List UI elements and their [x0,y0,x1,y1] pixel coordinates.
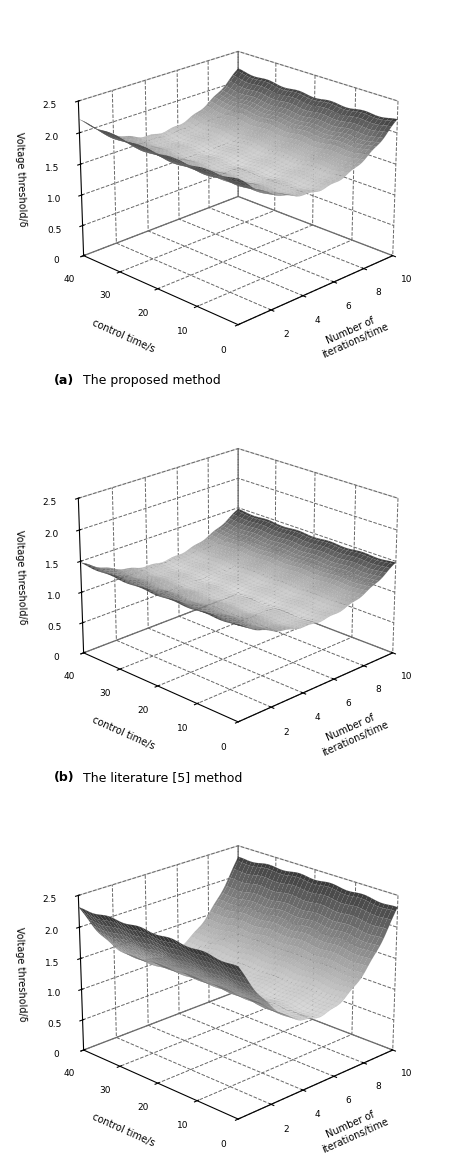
Text: The proposed method: The proposed method [83,374,221,387]
X-axis label: Number of
iterations/time: Number of iterations/time [316,708,390,757]
Y-axis label: control time/s: control time/s [91,317,156,354]
Text: The literature [5] method: The literature [5] method [83,771,243,785]
Text: (a): (a) [54,374,74,387]
X-axis label: Number of
iterations/time: Number of iterations/time [316,1106,390,1155]
Y-axis label: control time/s: control time/s [91,715,156,751]
Text: (b): (b) [54,771,75,785]
Y-axis label: control time/s: control time/s [91,1112,156,1148]
X-axis label: Number of
iterations/time: Number of iterations/time [316,312,390,361]
